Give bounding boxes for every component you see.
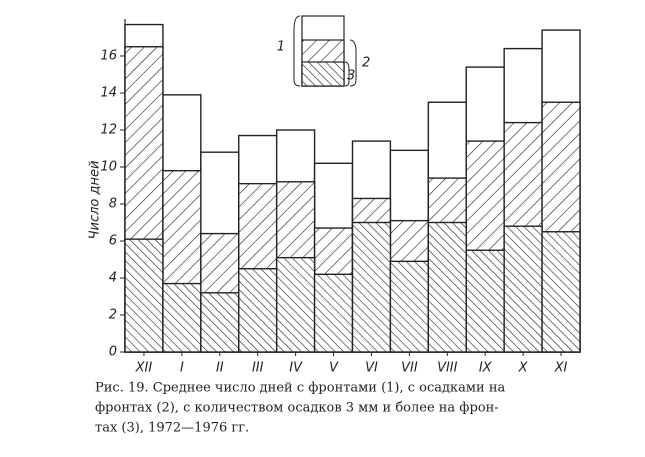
x-tick-label: IX <box>479 361 493 376</box>
y-tick-label: 4 <box>109 271 117 286</box>
y-tick-label: 16 <box>100 49 117 64</box>
y-tick-label: 0 <box>109 345 117 360</box>
x-tick-label: II <box>216 361 224 376</box>
bar <box>238 268 278 353</box>
legend: 1 23 <box>277 15 370 87</box>
y-axis-label: Число дней <box>88 161 103 240</box>
x-tick-label: XI <box>554 361 568 376</box>
x-tick-label: VII <box>401 361 418 376</box>
bar <box>541 231 581 353</box>
y-tick-label: 12 <box>100 123 117 138</box>
y-tick-label: 14 <box>100 86 117 101</box>
x-tick-label: XII <box>135 361 153 376</box>
legend-bracket <box>293 15 301 87</box>
y-tick-label: 6 <box>109 234 117 249</box>
y-tick-label: 8 <box>109 197 117 212</box>
x-tick-label: VIII <box>437 361 458 376</box>
bar <box>427 221 467 353</box>
caption: Рис. 19. Среднее число дней с фронтами (… <box>95 381 505 396</box>
bar <box>351 221 392 353</box>
bar <box>200 292 240 353</box>
y-tick-label: 2 <box>109 308 117 323</box>
legend-bracket <box>344 61 350 87</box>
bar <box>503 225 543 353</box>
legend-label: 3 <box>347 69 355 84</box>
bar <box>313 273 354 353</box>
legend-swatch <box>301 61 345 87</box>
legend-label: 2 <box>362 56 370 71</box>
x-tick-label: I <box>180 361 184 376</box>
caption: тах (3), 1972—1976 гг. <box>95 421 249 436</box>
x-tick-label: VI <box>365 361 378 376</box>
y-tick-label: 10 <box>100 160 117 175</box>
x-tick-label: V <box>329 361 339 376</box>
x-tick-label: III <box>252 361 264 376</box>
x-tick-label: X <box>518 361 529 376</box>
bar <box>465 249 505 353</box>
bar <box>275 256 316 353</box>
caption: фронтах (2), с количеством осадков 3 мм … <box>95 401 499 416</box>
bar <box>124 238 164 353</box>
legend-label: 1 <box>277 40 285 55</box>
x-tick-label: IV <box>289 361 303 376</box>
bar <box>389 260 430 353</box>
legend-bracket <box>349 39 357 87</box>
bar <box>162 282 202 353</box>
